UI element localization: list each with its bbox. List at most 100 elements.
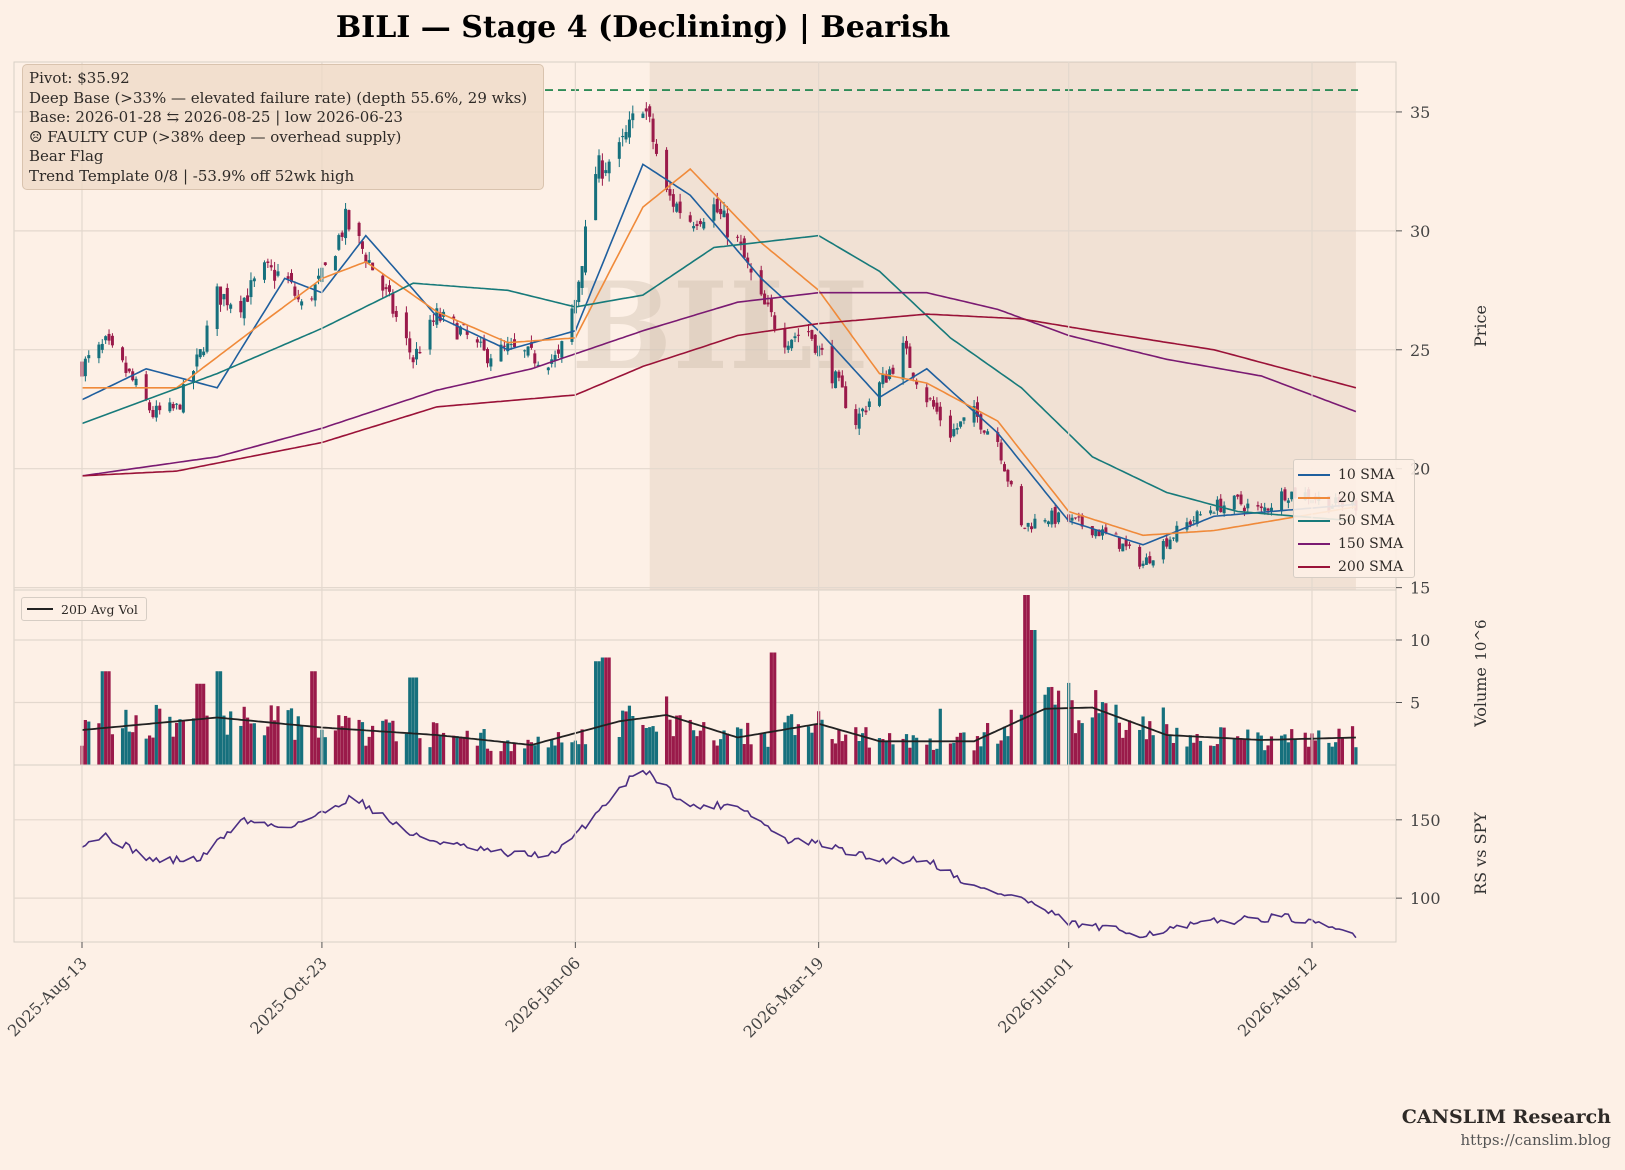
volume-bar xyxy=(999,740,1003,765)
candle-body xyxy=(678,201,682,214)
volume-bar xyxy=(1317,730,1321,765)
volume-bar xyxy=(269,705,273,765)
candle-body xyxy=(148,402,152,411)
candle-body xyxy=(891,367,895,374)
volume-bar xyxy=(1080,723,1084,765)
sma-line-10sma xyxy=(81,163,1356,546)
volume-bar xyxy=(1185,746,1189,765)
volume-bar xyxy=(675,715,679,765)
volume-bar xyxy=(178,719,182,765)
volume-bar xyxy=(1168,735,1172,765)
volume-bar xyxy=(428,747,432,765)
volume-bar xyxy=(671,736,675,765)
legend-swatch-sma150 xyxy=(1298,542,1330,545)
volume-bar xyxy=(1006,736,1010,765)
volume-bar xyxy=(678,715,682,765)
candle-body xyxy=(864,410,868,413)
volume-bar xyxy=(773,652,777,765)
volume-bar xyxy=(1161,707,1165,765)
volume-bar xyxy=(1148,721,1152,765)
candle-body xyxy=(1003,464,1006,472)
volume-bar xyxy=(560,742,564,765)
candle-body xyxy=(83,358,87,377)
candle-body xyxy=(1097,529,1101,537)
candle-body xyxy=(198,349,202,358)
volume-bar xyxy=(952,742,956,765)
volume-bar xyxy=(239,725,243,765)
candle-body xyxy=(648,106,652,117)
volume-bar xyxy=(1266,745,1270,765)
candle-body xyxy=(1019,486,1023,526)
volume-bar xyxy=(107,671,111,765)
volume-bar xyxy=(441,732,446,765)
candle-body xyxy=(1239,494,1243,505)
candle-body xyxy=(996,432,1000,442)
volume-bar xyxy=(526,739,530,765)
candle-body xyxy=(905,340,909,349)
brand-url[interactable]: https://canslim.blog xyxy=(1460,1131,1612,1149)
sma-legend: 10 SMA 20 SMA 50 SMA 150 SMA 200 SMA xyxy=(1293,459,1415,578)
candle-body xyxy=(333,256,337,271)
rs-axis-label: RS vs SPY xyxy=(1471,812,1490,895)
candle-body xyxy=(908,346,912,368)
volume-bar xyxy=(1002,726,1007,765)
volume-bar xyxy=(877,738,882,765)
volume-bar xyxy=(323,737,327,765)
volume-bar xyxy=(982,732,986,765)
volume-bar xyxy=(1192,742,1196,765)
volume-bar xyxy=(837,729,841,765)
volume-bar xyxy=(1242,738,1247,765)
volume-bar xyxy=(668,719,672,765)
volume-bar xyxy=(1330,746,1334,765)
volume-bar xyxy=(813,724,817,765)
candle-body xyxy=(999,442,1003,461)
candle-body xyxy=(1161,541,1165,560)
candle-body xyxy=(1242,507,1246,512)
candle-body xyxy=(1117,537,1121,549)
candle-body xyxy=(861,408,865,412)
volume-bar xyxy=(854,727,858,765)
candle-body xyxy=(594,174,598,221)
candle-body xyxy=(712,204,716,221)
volume-bar xyxy=(289,708,294,765)
candle-body xyxy=(1128,544,1132,546)
price-tick-label: 25 xyxy=(1410,341,1430,360)
candle-body xyxy=(577,281,581,303)
candle-body xyxy=(597,155,601,179)
candle-body xyxy=(736,236,740,238)
volume-bar xyxy=(252,723,256,765)
candle-body xyxy=(1209,510,1213,514)
candle-body xyxy=(533,353,537,364)
candle-body xyxy=(1259,506,1263,509)
candle-body xyxy=(296,295,300,300)
candle-body xyxy=(546,367,550,371)
volume-bar xyxy=(769,652,773,765)
volume-bar xyxy=(931,749,936,765)
candle-body xyxy=(1121,543,1125,552)
volume-bar xyxy=(651,726,655,765)
volume-bar xyxy=(860,733,865,765)
volume-bar xyxy=(465,730,469,765)
candle-body xyxy=(793,336,797,339)
volume-bar xyxy=(806,726,811,765)
candle-body xyxy=(202,351,206,356)
volume-bar xyxy=(840,741,844,765)
volume-bar xyxy=(273,720,277,765)
candle-body xyxy=(239,300,243,313)
candle-body xyxy=(1286,500,1290,503)
candle-body xyxy=(249,280,253,298)
candle-body xyxy=(867,401,871,407)
candle-body xyxy=(462,324,466,326)
volume-bar xyxy=(120,728,125,765)
candle-body xyxy=(915,380,919,385)
volume-bar xyxy=(110,734,115,765)
candle-body xyxy=(695,224,699,226)
candle-body xyxy=(458,326,462,335)
volume-bar xyxy=(1195,734,1199,765)
candle-body xyxy=(1023,527,1027,529)
volume-bar xyxy=(604,657,608,765)
volume-bar xyxy=(1046,687,1051,765)
volume-bar xyxy=(499,751,503,765)
candle-body xyxy=(1030,526,1034,530)
candle-body xyxy=(121,347,125,361)
